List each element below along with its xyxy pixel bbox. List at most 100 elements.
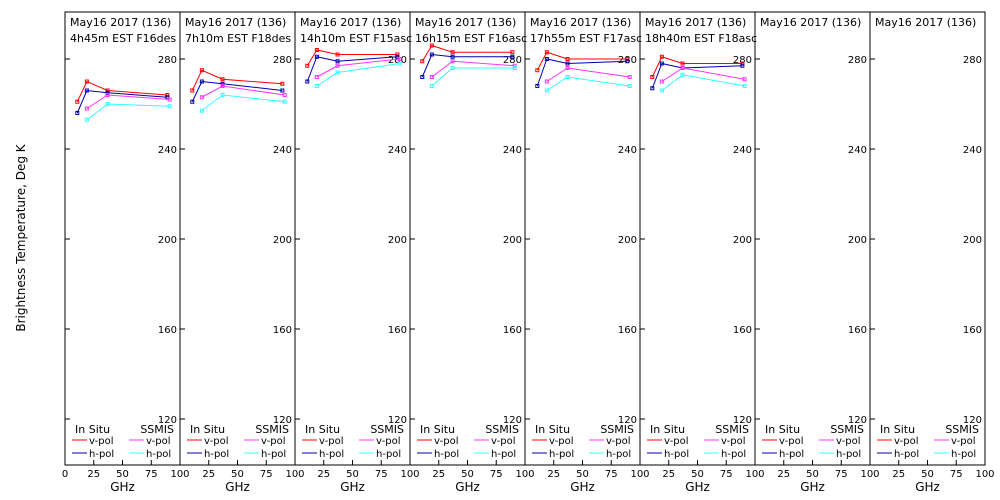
x-tick-label: 50 xyxy=(231,469,244,480)
x-tick-label: 25 xyxy=(892,469,905,480)
legend-insitu-title: In Situ xyxy=(880,423,915,436)
x-axis-label: GHz xyxy=(570,480,595,494)
data-point-insitu-v xyxy=(565,57,570,61)
data-point-ssmis-h xyxy=(335,70,340,75)
legend-ssmis-title: SSMIS xyxy=(485,423,519,436)
x-tick-label: 100 xyxy=(975,469,994,480)
y-tick-label: 200 xyxy=(273,235,292,246)
x-tick-label: 50 xyxy=(461,469,474,480)
x-tick-label: 100 xyxy=(515,469,534,480)
legend-label-insitu-h: h-pol xyxy=(204,449,229,460)
legend-label-insitu-h: h-pol xyxy=(779,449,804,460)
y-tick-label: 120 xyxy=(963,415,982,426)
legend-ssmis-title: SSMIS xyxy=(945,423,979,436)
y-tick-label: 200 xyxy=(158,235,177,246)
x-tick-label: 25 xyxy=(432,469,445,480)
x-axis-label: GHz xyxy=(915,480,940,494)
x-tick-label: 100 xyxy=(285,469,304,480)
y-tick-label: 200 xyxy=(963,235,982,246)
x-tick-label: 25 xyxy=(202,469,215,480)
data-point-ssmis-v xyxy=(105,93,110,97)
x-tick-label: 25 xyxy=(317,469,330,480)
legend-insitu-title: In Situ xyxy=(75,423,110,436)
legend-label-ssmis-h: h-pol xyxy=(836,449,861,460)
data-point-ssmis-h xyxy=(282,99,287,104)
data-point-insitu-v xyxy=(625,57,630,61)
legend-label-insitu-v: v-pol xyxy=(89,436,114,447)
y-tick-label: 160 xyxy=(503,325,522,336)
x-axis-label: GHz xyxy=(340,480,365,494)
data-point-insitu-v xyxy=(544,50,549,55)
series-line-ssmis-v xyxy=(86,94,170,109)
panel-8: May16 2017 (136) 120 160 200 240 280 25 50 75 100… xyxy=(869,11,995,494)
y-tick-label: 200 xyxy=(503,235,522,246)
series-line-insitu-v xyxy=(536,51,628,71)
panel-title-time: 14h10m EST F15asc xyxy=(300,32,412,45)
legend-label-insitu-h: h-pol xyxy=(89,449,114,460)
legend-label-insitu-h: h-pol xyxy=(434,449,459,460)
y-tick-label: 120 xyxy=(158,415,177,426)
series-line-insitu-v xyxy=(191,69,283,91)
x-tick-label: 75 xyxy=(375,469,388,480)
x-tick-label: 25 xyxy=(87,469,100,480)
legend-ssmis-title: SSMIS xyxy=(830,423,864,436)
series-line-ssmis-h xyxy=(316,63,400,87)
data-point-insitu-v xyxy=(199,68,204,73)
data-point-ssmis-v xyxy=(335,63,340,68)
legend-label-insitu-v: v-pol xyxy=(204,436,229,447)
legend-insitu-title: In Situ xyxy=(420,423,455,436)
series-line-ssmis-h xyxy=(431,67,515,87)
x-tick-label: 50 xyxy=(116,469,129,480)
data-point-ssmis-v xyxy=(680,66,685,70)
series-line-insitu-h xyxy=(421,53,513,78)
y-tick-label: 280 xyxy=(388,55,407,66)
series-line-insitu-v xyxy=(76,80,168,102)
data-point-insitu-h xyxy=(659,61,664,66)
legend-label-ssmis-v: v-pol xyxy=(491,436,516,447)
panel-title-date: May16 2017 (136) xyxy=(415,16,516,29)
data-point-insitu-h xyxy=(625,59,630,64)
legend-label-insitu-v: v-pol xyxy=(319,436,344,447)
legend-insitu-title: In Situ xyxy=(535,423,570,436)
x-tick-label: 100 xyxy=(630,469,649,480)
data-point-insitu-h xyxy=(105,90,110,95)
data-point-insitu-h xyxy=(280,88,285,93)
legend-insitu-title: In Situ xyxy=(305,423,340,436)
y-tick-label: 200 xyxy=(388,235,407,246)
y-tick-label: 160 xyxy=(158,325,177,336)
legend-label-ssmis-v: v-pol xyxy=(146,436,171,447)
series-line-ssmis-h xyxy=(546,76,630,91)
legend-ssmis-title: SSMIS xyxy=(370,423,404,436)
legend-label-ssmis-v: v-pol xyxy=(376,436,401,447)
x-tick-label: 100 xyxy=(170,469,189,480)
x-tick-label: 50 xyxy=(806,469,819,480)
data-point-insitu-h xyxy=(165,95,170,100)
x-axis-label: GHz xyxy=(225,480,250,494)
x-tick-label: 75 xyxy=(950,469,963,480)
data-point-insitu-h xyxy=(220,81,225,86)
data-point-ssmis-h xyxy=(512,66,517,70)
x-tick-label: 25 xyxy=(662,469,675,480)
series-line-insitu-v xyxy=(306,49,398,67)
data-point-insitu-v xyxy=(395,52,400,57)
x-tick-label: 50 xyxy=(576,469,589,480)
series-line-ssmis-v xyxy=(661,67,745,82)
data-point-ssmis-v xyxy=(199,95,204,100)
panel-title-date: May16 2017 (136) xyxy=(645,16,746,29)
data-point-ssmis-h xyxy=(659,88,664,93)
panel-3: May16 2017 (136) 14h10m EST F15asc 120 160 2… xyxy=(294,11,420,494)
legend-label-ssmis-h: h-pol xyxy=(951,449,976,460)
x-tick-label: 75 xyxy=(260,469,273,480)
data-point-ssmis-v xyxy=(282,93,287,97)
legend-label-ssmis-v: v-pol xyxy=(721,436,746,447)
y-tick-label: 120 xyxy=(618,415,637,426)
legend-label-ssmis-h: h-pol xyxy=(376,449,401,460)
y-tick-label: 160 xyxy=(733,325,752,336)
y-tick-label: 160 xyxy=(388,325,407,336)
panel-title-time: 7h10m EST F18des xyxy=(185,32,291,45)
data-point-insitu-v xyxy=(510,50,515,55)
x-tick-label: 75 xyxy=(490,469,503,480)
y-tick-label: 280 xyxy=(733,55,752,66)
x-tick-label: 100 xyxy=(745,469,764,480)
data-point-ssmis-h xyxy=(220,93,225,97)
